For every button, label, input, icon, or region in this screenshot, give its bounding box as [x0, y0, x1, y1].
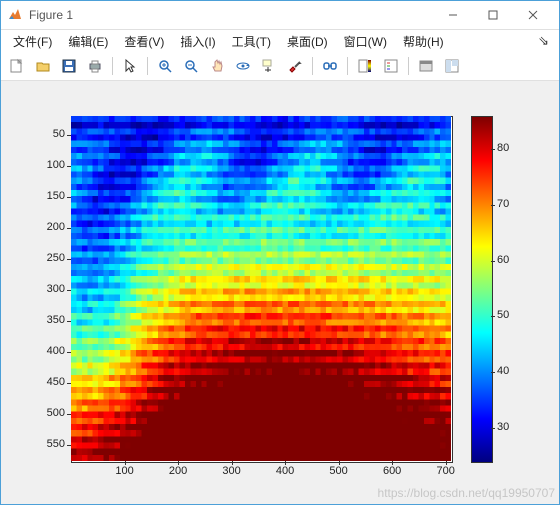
menu-window[interactable]: 窗口(W) [336, 31, 395, 52]
colorbar-tick-mark [491, 205, 495, 206]
ytick-mark [67, 197, 71, 198]
menu-file[interactable]: 文件(F) [5, 31, 60, 52]
ytick-mark [67, 228, 71, 229]
hide-tools-icon[interactable] [414, 54, 438, 78]
colorbar-tick-label: 80 [497, 142, 509, 154]
ytick-mark [67, 135, 71, 136]
menu-edit[interactable]: 编辑(E) [60, 31, 116, 52]
rotate3d-icon[interactable] [231, 54, 255, 78]
colorbar-tick-mark [491, 428, 495, 429]
colorbar-tick-label: 60 [497, 254, 509, 266]
pointer-icon[interactable] [118, 54, 142, 78]
toolbar-separator [147, 57, 148, 75]
ytick-label: 200 [35, 221, 65, 233]
ytick-mark [67, 259, 71, 260]
menu-tools[interactable]: 工具(T) [224, 31, 279, 52]
ytick-mark [67, 166, 71, 167]
xtick-label: 400 [276, 465, 294, 477]
xtick-label: 200 [169, 465, 187, 477]
xtick-mark [232, 461, 233, 465]
datacursor-icon[interactable] [257, 54, 281, 78]
colorbar[interactable] [471, 116, 493, 463]
colorbar-tick-mark [491, 316, 495, 317]
heatmap-image [71, 116, 451, 461]
toolbar [1, 52, 559, 81]
toolbar-separator [112, 57, 113, 75]
watermark-text: https://blog.csdn.net/qq19950707 [378, 486, 555, 500]
menu-help[interactable]: 帮助(H) [395, 31, 452, 52]
dock-chevron-icon[interactable]: ⇘ [532, 33, 555, 49]
legend-icon[interactable] [379, 54, 403, 78]
figure-area: https://blog.csdn.net/qq19950707 50 100 15… [1, 81, 559, 504]
ytick-label: 500 [35, 407, 65, 419]
colorbar-tick-mark [491, 372, 495, 373]
ytick-label: 300 [35, 283, 65, 295]
xtick-label: 600 [383, 465, 401, 477]
zoom-out-icon[interactable] [179, 54, 203, 78]
xtick-mark [392, 461, 393, 465]
colorbar-tick-label: 50 [497, 309, 509, 321]
maximize-button[interactable] [473, 1, 513, 29]
xtick-label: 700 [436, 465, 454, 477]
colorbar-tick-label: 30 [497, 421, 509, 433]
new-figure-icon[interactable] [5, 54, 29, 78]
xtick-label: 500 [329, 465, 347, 477]
matlab-app-icon [7, 7, 23, 23]
toolbar-separator [408, 57, 409, 75]
xtick-mark [178, 461, 179, 465]
ytick-label: 50 [35, 128, 65, 140]
ytick-label: 350 [35, 314, 65, 326]
colorbar-tick-mark [491, 149, 495, 150]
toolbar-separator [347, 57, 348, 75]
zoom-in-icon[interactable] [153, 54, 177, 78]
xtick-mark [446, 461, 447, 465]
pan-icon[interactable] [205, 54, 229, 78]
figure-window: Figure 1 文件(F) 编辑(E) 查看(V) 插入(I) 工具(T) 桌… [0, 0, 560, 505]
ytick-mark [67, 321, 71, 322]
colorbar-icon[interactable] [353, 54, 377, 78]
ytick-mark [67, 414, 71, 415]
colorbar-tick-mark [491, 261, 495, 262]
xtick-label: 300 [222, 465, 240, 477]
menubar: 文件(F) 编辑(E) 查看(V) 插入(I) 工具(T) 桌面(D) 窗口(W… [1, 30, 559, 52]
ytick-label: 150 [35, 190, 65, 202]
menu-desktop[interactable]: 桌面(D) [279, 31, 336, 52]
ytick-mark [67, 352, 71, 353]
dock-icon[interactable] [440, 54, 464, 78]
ytick-mark [67, 383, 71, 384]
window-title: Figure 1 [29, 8, 433, 22]
brush-icon[interactable] [283, 54, 307, 78]
toolbar-separator [312, 57, 313, 75]
ytick-label: 550 [35, 438, 65, 450]
colorbar-tick-label: 40 [497, 365, 509, 377]
ytick-label: 250 [35, 252, 65, 264]
ytick-label: 100 [35, 159, 65, 171]
xtick-label: 100 [115, 465, 133, 477]
minimize-button[interactable] [433, 1, 473, 29]
ytick-mark [67, 290, 71, 291]
ytick-label: 400 [35, 345, 65, 357]
save-icon[interactable] [57, 54, 81, 78]
xtick-mark [125, 461, 126, 465]
close-button[interactable] [513, 1, 553, 29]
menu-view[interactable]: 查看(V) [116, 31, 172, 52]
link-icon[interactable] [318, 54, 342, 78]
colorbar-tick-label: 70 [497, 198, 509, 210]
xtick-mark [285, 461, 286, 465]
xtick-mark [339, 461, 340, 465]
print-icon[interactable] [83, 54, 107, 78]
menu-insert[interactable]: 插入(I) [172, 31, 223, 52]
open-icon[interactable] [31, 54, 55, 78]
titlebar: Figure 1 [1, 1, 559, 30]
ytick-mark [67, 445, 71, 446]
ytick-label: 450 [35, 376, 65, 388]
